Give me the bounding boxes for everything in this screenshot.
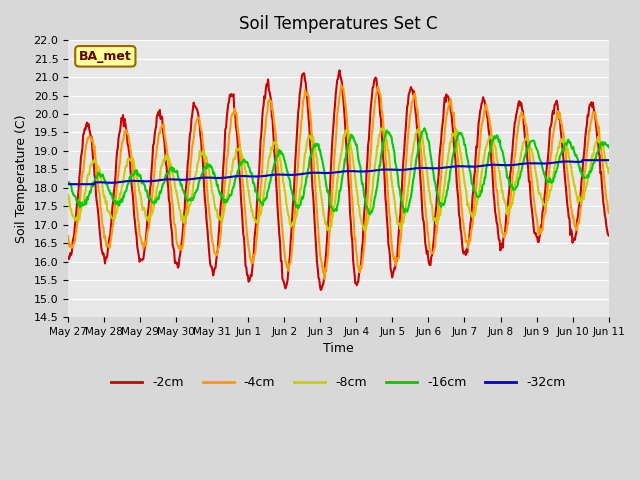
-16cm: [421, 127, 429, 133]
-8cm: [406, 176, 413, 182]
-2cm: [130, 203, 138, 209]
-8cm: [64, 192, 72, 198]
-16cm: [605, 144, 612, 150]
Line: -16cm: -16cm: [68, 128, 609, 214]
Line: -2cm: -2cm: [68, 71, 609, 290]
-4cm: [130, 174, 138, 180]
-8cm: [360, 228, 368, 233]
-4cm: [213, 252, 221, 258]
-4cm: [406, 120, 413, 125]
-2cm: [335, 68, 343, 73]
-2cm: [213, 252, 221, 257]
-16cm: [130, 172, 138, 178]
Y-axis label: Soil Temperature (C): Soil Temperature (C): [15, 114, 28, 243]
-8cm: [130, 158, 138, 164]
-32cm: [404, 167, 412, 172]
Line: -4cm: -4cm: [68, 85, 609, 279]
-16cm: [64, 180, 72, 186]
-32cm: [579, 157, 586, 163]
-16cm: [213, 183, 221, 189]
-32cm: [74, 181, 82, 187]
-2cm: [421, 240, 429, 246]
-4cm: [421, 202, 429, 207]
X-axis label: Time: Time: [323, 342, 354, 356]
-8cm: [421, 156, 429, 162]
-4cm: [64, 233, 72, 239]
-2cm: [406, 90, 413, 96]
Line: -32cm: -32cm: [68, 160, 609, 184]
-2cm: [317, 287, 324, 293]
-32cm: [184, 177, 192, 182]
-8cm: [213, 207, 221, 213]
Title: Soil Temperatures Set C: Soil Temperatures Set C: [239, 15, 438, 33]
-2cm: [74, 195, 82, 201]
-4cm: [74, 219, 82, 225]
-32cm: [420, 165, 428, 171]
-8cm: [378, 125, 386, 131]
-32cm: [130, 178, 138, 184]
-32cm: [64, 181, 72, 187]
-8cm: [74, 212, 82, 217]
-16cm: [420, 125, 428, 131]
-4cm: [321, 276, 328, 282]
-2cm: [605, 233, 612, 239]
-32cm: [605, 157, 612, 163]
-8cm: [184, 208, 192, 214]
Line: -8cm: -8cm: [68, 128, 609, 230]
-16cm: [367, 211, 374, 217]
-4cm: [337, 82, 345, 88]
-16cm: [74, 200, 82, 205]
-2cm: [64, 254, 72, 260]
-16cm: [405, 204, 413, 209]
-8cm: [605, 170, 612, 176]
-2cm: [184, 156, 192, 161]
-4cm: [605, 210, 612, 216]
Text: BA_met: BA_met: [79, 50, 132, 63]
-16cm: [184, 197, 192, 203]
-32cm: [213, 175, 221, 181]
-4cm: [184, 183, 192, 189]
Legend: -2cm, -4cm, -8cm, -16cm, -32cm: -2cm, -4cm, -8cm, -16cm, -32cm: [106, 371, 571, 394]
